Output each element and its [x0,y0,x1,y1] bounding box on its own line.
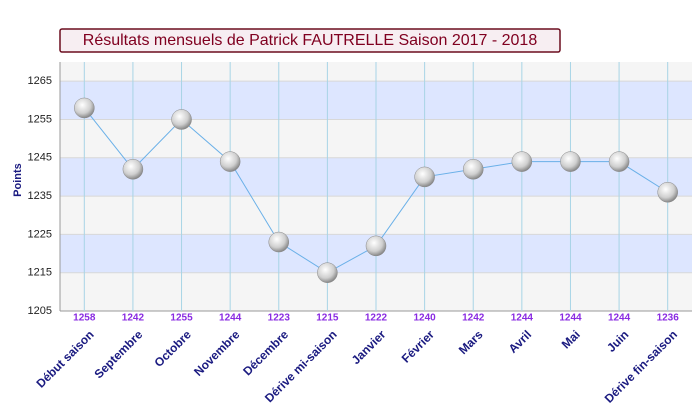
data-point [171,109,192,130]
data-point [511,151,533,172]
data-point [657,181,678,203]
y-tick-label: 1265 [28,75,52,87]
y-tick-label: 1225 [28,228,52,240]
x-tick-label: Avril [506,327,534,355]
data-point [560,151,581,172]
y-tick-label: 1215 [28,267,52,279]
y-tick-label: 1255 [28,113,52,125]
y-tick-label: 1235 [28,190,52,202]
x-tick-label: Septembre [92,327,146,381]
y-tick-label: 1245 [28,152,52,164]
data-point [122,159,144,180]
value-label: 1255 [170,313,193,324]
value-label: 1222 [365,313,388,324]
value-label: 1215 [316,313,339,324]
data-point [268,231,290,253]
value-label: 1258 [73,313,96,324]
y-tick-label: 1205 [28,305,52,317]
value-label: 1240 [413,313,436,324]
data-point [317,262,338,283]
value-label: 1242 [462,313,485,324]
x-tick-label: Novembre [191,327,243,379]
data-point [219,151,241,172]
value-label: 1236 [657,313,680,324]
title-box [59,28,561,53]
plot-area [59,62,692,312]
x-tick-label: Janvier [349,327,389,367]
chart-title: Résultats mensuels de Patrick FAUTRELLE … [83,32,538,49]
x-tick-label: Mars [456,327,486,357]
value-label: 1244 [559,313,582,324]
x-tick-label: Début saison [33,327,96,390]
x-tick-label: Mai [559,327,583,351]
data-point [462,159,484,180]
data-point [365,235,387,257]
y-axis-label: Points [12,163,24,197]
x-tick-label: Juin [604,327,631,354]
data-point [74,97,95,119]
x-tick-label: Décembre [240,327,291,378]
data-point [608,151,630,172]
x-tick-label: Octobre [151,327,194,370]
value-label: 1244 [511,313,534,324]
value-label: 1223 [268,313,291,324]
data-point [414,166,435,188]
value-label: 1242 [122,313,145,324]
value-label: 1244 [219,313,242,324]
value-label: 1244 [608,313,631,324]
x-tick-label: Février [399,327,437,365]
